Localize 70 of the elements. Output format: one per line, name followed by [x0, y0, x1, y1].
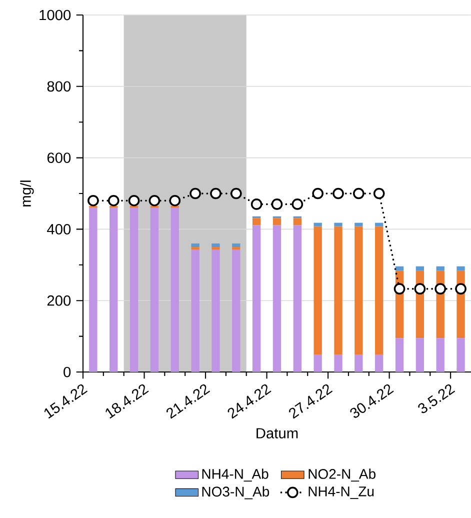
point [108, 194, 120, 206]
bar [334, 222, 342, 226]
y-tick-label: 400 [47, 224, 71, 234]
bar [334, 226, 342, 355]
legend-label: NO2-N_Ab [308, 468, 376, 482]
bar [110, 208, 118, 372]
legend-label: NH4-N_Zu [308, 486, 374, 499]
y-tick-label: 600 [47, 152, 71, 163]
bar [212, 247, 220, 250]
legend-label: NH4-N_Ab [202, 468, 268, 482]
bar [212, 250, 220, 372]
bar [272, 218, 282, 226]
bar [354, 222, 363, 226]
bar [456, 338, 465, 372]
bar [170, 208, 179, 372]
y-tick-label: 800 [47, 81, 71, 92]
point [292, 198, 304, 210]
point [332, 188, 344, 200]
bar [375, 354, 384, 372]
bar [191, 243, 200, 248]
bar [272, 225, 282, 372]
bar [314, 226, 322, 355]
bar [191, 250, 200, 372]
point [230, 188, 242, 200]
bar [456, 266, 465, 271]
point [353, 188, 364, 200]
bar [354, 226, 363, 355]
bar [395, 338, 404, 372]
bar [436, 338, 444, 372]
bar [252, 225, 261, 372]
bar [232, 247, 240, 250]
y-tick-label: 200 [47, 295, 71, 306]
point [373, 188, 385, 200]
point [88, 194, 99, 206]
bar [293, 225, 302, 372]
bar [354, 354, 363, 372]
point [210, 188, 222, 200]
point [250, 198, 262, 210]
bar [334, 354, 342, 372]
bar [150, 208, 159, 372]
y-tick-label: 0 [64, 366, 71, 378]
bar [212, 243, 220, 248]
bar [416, 338, 424, 372]
bar [89, 208, 98, 372]
point [414, 283, 426, 294]
bar [252, 218, 261, 226]
y-axis-title: mg/l [20, 180, 34, 206]
y-tick-label: 1000 [40, 10, 71, 20]
point [190, 188, 201, 200]
point [312, 188, 324, 200]
bar [232, 250, 240, 372]
bar [375, 226, 384, 355]
point [434, 283, 446, 294]
point [169, 194, 181, 206]
bar [314, 222, 322, 226]
x-axis-title: Datum [256, 428, 298, 438]
legend-label: NO3-N_Ab [202, 486, 270, 500]
point [148, 194, 160, 206]
point [271, 198, 283, 210]
point [455, 283, 466, 294]
bar [436, 266, 444, 271]
bar [375, 222, 384, 226]
bar [293, 218, 302, 226]
point [128, 194, 140, 206]
bar [191, 247, 200, 250]
bar [314, 354, 322, 372]
bar [130, 208, 138, 372]
bar [416, 266, 424, 271]
bar [232, 243, 240, 248]
point [394, 283, 406, 294]
